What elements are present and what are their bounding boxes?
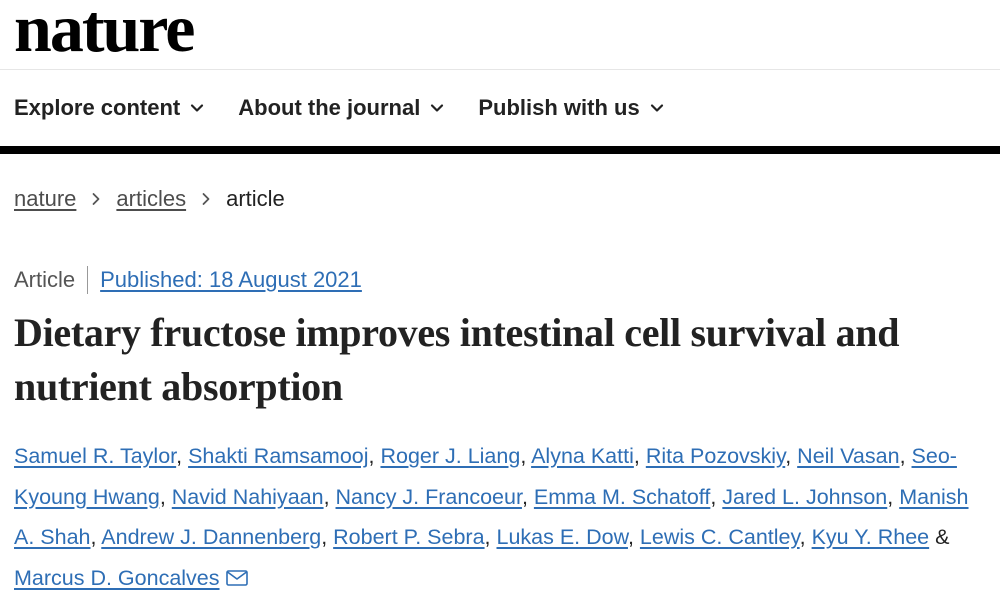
author-separator-last: & xyxy=(929,525,950,549)
author-separator: , xyxy=(887,484,900,509)
author-separator: , xyxy=(633,444,646,468)
author-link[interactable]: Neil Vasan xyxy=(797,444,900,468)
author-link[interactable]: Lewis C. Cantley xyxy=(639,525,800,549)
author-separator: , xyxy=(521,484,534,509)
published-date-link[interactable]: Published: 18 August 2021 xyxy=(100,267,362,292)
article-title: Dietary fructose improves intestinal cel… xyxy=(14,310,900,409)
chevron-down-icon xyxy=(431,104,444,112)
author-separator: , xyxy=(368,444,381,468)
breadcrumb-articles[interactable]: articles xyxy=(116,186,187,211)
author-link[interactable]: Samuel R. Taylor xyxy=(14,444,177,468)
author-separator: , xyxy=(520,444,532,468)
author-link[interactable]: Seo-Kyoung Hwang xyxy=(14,444,957,509)
chevron-right-icon xyxy=(92,193,100,205)
author-list: Samuel R. Taylor, Shakti Ramsamooj, Roge… xyxy=(14,436,989,598)
author-link[interactable]: Marcus D. Goncalves xyxy=(14,565,220,590)
author-separator: , xyxy=(176,444,189,468)
author-link[interactable]: Navid Nahiyaan xyxy=(171,484,324,509)
author-link[interactable]: Robert P. Sebra xyxy=(333,525,485,549)
author-link[interactable]: Rita Pozovskiy xyxy=(645,444,786,468)
breadcrumb: nature articles article xyxy=(14,186,285,212)
main-nav: Explore content About the journal Publis… xyxy=(0,70,1000,146)
author-link[interactable]: Emma M. Schatoff xyxy=(533,484,711,509)
meta-divider xyxy=(87,266,89,294)
breadcrumb-current: article xyxy=(226,186,285,211)
article-type: Article xyxy=(14,267,76,292)
author-separator: , xyxy=(159,484,172,509)
author-link[interactable]: Jared L. Johnson xyxy=(722,484,888,509)
author-link[interactable]: Alyna Katti xyxy=(531,444,634,468)
author-link[interactable]: Andrew J. Dannenberg xyxy=(101,525,322,549)
author-separator: , xyxy=(323,484,336,509)
author-link[interactable]: Roger J. Liang xyxy=(380,444,521,468)
breadcrumb-nature[interactable]: nature xyxy=(14,186,77,211)
nav-rule xyxy=(0,146,1000,154)
author-link[interactable]: Shakti Ramsamooj xyxy=(188,444,369,468)
author-link[interactable]: Lukas E. Dow xyxy=(496,525,628,549)
author-separator: , xyxy=(627,525,640,549)
author-separator: , xyxy=(799,525,812,549)
author-separator: , xyxy=(90,525,102,549)
nav-publish-with-us-label: Publish with us xyxy=(478,95,640,120)
nav-publish-with-us[interactable]: Publish with us xyxy=(478,95,663,121)
author-separator: , xyxy=(899,444,912,468)
chevron-right-icon xyxy=(202,193,210,205)
header-divider xyxy=(0,69,1000,70)
site-header: nature xyxy=(0,0,1000,68)
author-separator: , xyxy=(710,484,723,509)
nav-explore-content[interactable]: Explore content xyxy=(14,95,204,121)
author-separator: , xyxy=(321,525,334,549)
author-link[interactable]: Kyu Y. Rhee xyxy=(811,525,930,549)
nav-explore-content-label: Explore content xyxy=(14,95,181,120)
chevron-down-icon xyxy=(650,104,663,112)
nav-about-journal[interactable]: About the journal xyxy=(238,95,444,121)
author-link[interactable]: Nancy J. Francoeur xyxy=(335,484,522,509)
article-meta: Article Published: 18 August 2021 xyxy=(14,266,362,294)
author-link[interactable]: Manish A. Shah xyxy=(14,484,969,550)
author-separator: , xyxy=(484,525,497,549)
chevron-down-icon xyxy=(191,104,204,112)
nav-about-journal-label: About the journal xyxy=(238,95,421,120)
author-separator: , xyxy=(785,444,798,468)
nature-logo[interactable]: nature xyxy=(14,0,195,66)
envelope-icon[interactable] xyxy=(225,569,248,586)
